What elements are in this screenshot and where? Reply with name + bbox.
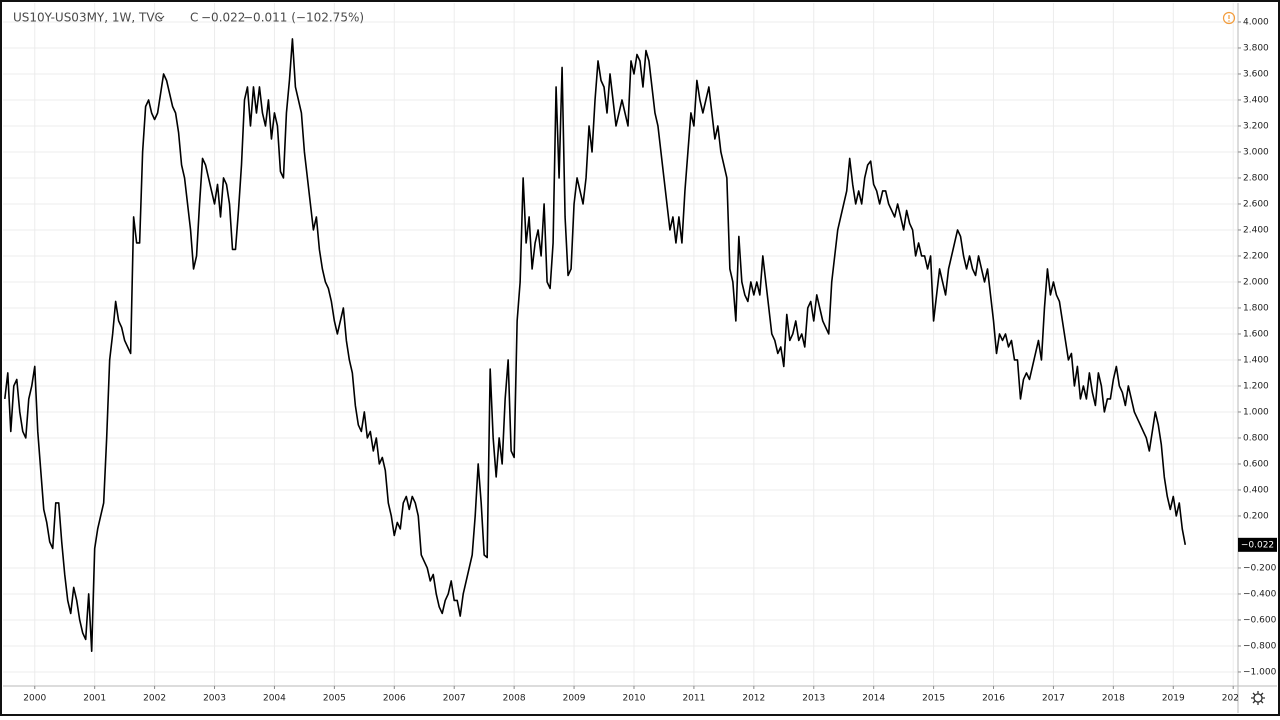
x-tick-label: 2000 [23, 694, 46, 704]
y-tick-label: 1.400 [1243, 355, 1269, 365]
x-tick-label: 2009 [563, 694, 586, 704]
y-tick-label: 0.800 [1243, 433, 1269, 443]
warning-icon[interactable] [1222, 11, 1236, 25]
y-tick-label: 3.800 [1243, 43, 1269, 53]
y-tick-label: 2.000 [1243, 277, 1269, 287]
y-tick-label: 2.200 [1243, 251, 1269, 261]
x-tick-label: 2014 [862, 694, 885, 704]
y-tick-label: 3.400 [1243, 95, 1269, 105]
symbol-title[interactable]: US10Y-US03MY, 1W, TVC [13, 11, 163, 25]
x-tick-label: 2005 [323, 694, 346, 704]
y-tick-label: 1.200 [1243, 381, 1269, 391]
x-tick-label: 2003 [203, 694, 226, 704]
y-tick-label: 2.600 [1243, 199, 1269, 209]
x-tick-label: 2019 [1162, 694, 1185, 704]
x-tick-label: 2012 [742, 694, 765, 704]
last-value-marker [1238, 537, 1277, 552]
price-axis: 4.000 3.800 3.600 3.400 3.200 3.000 2.800 2.600… [1238, 17, 1277, 677]
y-tick-label: 0.400 [1243, 485, 1269, 495]
legend: US10Y-US03MY, 1W, TVC C −0.022 −0.011 (−… [13, 11, 364, 25]
x-tick-label: 2018 [1102, 694, 1125, 704]
settings-gear[interactable] [1251, 691, 1265, 705]
close-value: −0.022 [201, 11, 245, 25]
x-tick-label: 2011 [682, 694, 705, 704]
y-tick-label: −1.000 [1243, 667, 1277, 677]
y-tick-label: 1.000 [1243, 407, 1269, 417]
change-value: −0.011 (−102.75%) [243, 11, 364, 25]
x-tick-label: 2006 [383, 694, 406, 704]
y-tick-label: −0.200 [1243, 563, 1277, 573]
x-tick-label: 2007 [443, 694, 466, 704]
x-tick-label: 2015 [922, 694, 945, 704]
x-tick-label: 2020 [1222, 694, 1245, 704]
x-tick-label: 2010 [623, 694, 646, 704]
y-tick-label: 1.800 [1243, 303, 1269, 313]
y-tick-label: 1.600 [1243, 329, 1269, 339]
x-tick-label: 2013 [802, 694, 825, 704]
y-tick-label: −0.800 [1243, 641, 1277, 651]
last-value-label: −0.022 [1241, 540, 1274, 550]
y-tick-label: −0.600 [1243, 615, 1277, 625]
x-tick-label: 2008 [503, 694, 526, 704]
y-tick-label: 0.200 [1243, 511, 1269, 521]
y-tick-label: 3.200 [1243, 121, 1269, 131]
price-line [4, 38, 1187, 652]
x-tick-label: 2016 [982, 694, 1005, 704]
x-tick-label: 2004 [263, 694, 286, 704]
grid [3, 3, 1238, 686]
y-tick-label: 4.000 [1243, 17, 1269, 27]
close-prefix: C [190, 11, 198, 25]
plot-area [4, 38, 1187, 652]
x-tick-label: 2017 [1042, 694, 1065, 704]
y-tick-label: 3.600 [1243, 69, 1269, 79]
y-tick-label: −0.400 [1243, 589, 1277, 599]
time-axis: 2000 2001 2002 2003 2004 2005 2006 2007 2008 2009… [23, 686, 1245, 704]
x-tick-label: 2001 [83, 694, 106, 704]
last-value-badge: −0.022 [1238, 537, 1277, 552]
y-tick-label: 0.600 [1243, 459, 1269, 469]
x-tick-label: 2002 [143, 694, 166, 704]
y-tick-label: 2.800 [1243, 173, 1269, 183]
y-tick-label: 3.000 [1243, 147, 1269, 157]
dropdown-chevron[interactable] [157, 15, 165, 20]
y-tick-label: 2.400 [1243, 225, 1269, 235]
